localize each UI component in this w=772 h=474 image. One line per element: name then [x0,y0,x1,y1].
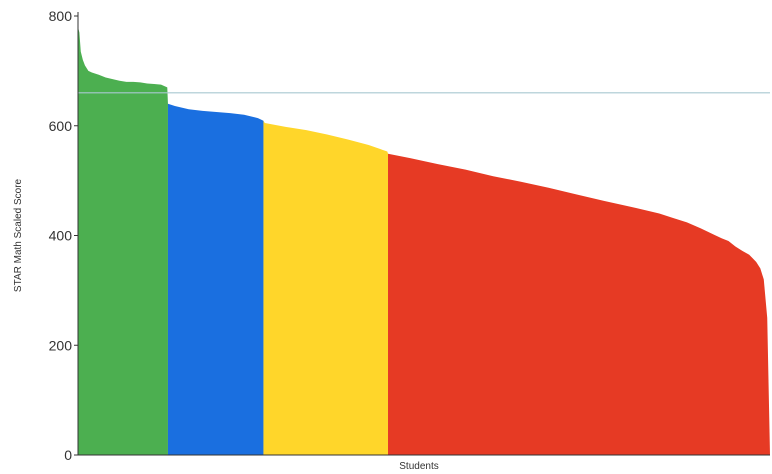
y-axis-ticks: 0 200 400 600 800 [49,8,78,463]
y-tick-label: 600 [49,118,73,134]
score-band-1 [78,26,168,455]
score-bands [78,26,770,455]
x-axis-label: Students [399,461,438,472]
score-band-2 [167,26,264,455]
y-tick-label: 0 [64,447,72,463]
score-band-3 [263,26,389,455]
y-tick-label: 800 [49,8,73,24]
y-tick-label: 400 [49,228,73,244]
y-tick-label: 200 [49,337,73,353]
score-band-4 [388,26,770,455]
y-axis-label: STAR Math Scaled Score [13,178,24,292]
